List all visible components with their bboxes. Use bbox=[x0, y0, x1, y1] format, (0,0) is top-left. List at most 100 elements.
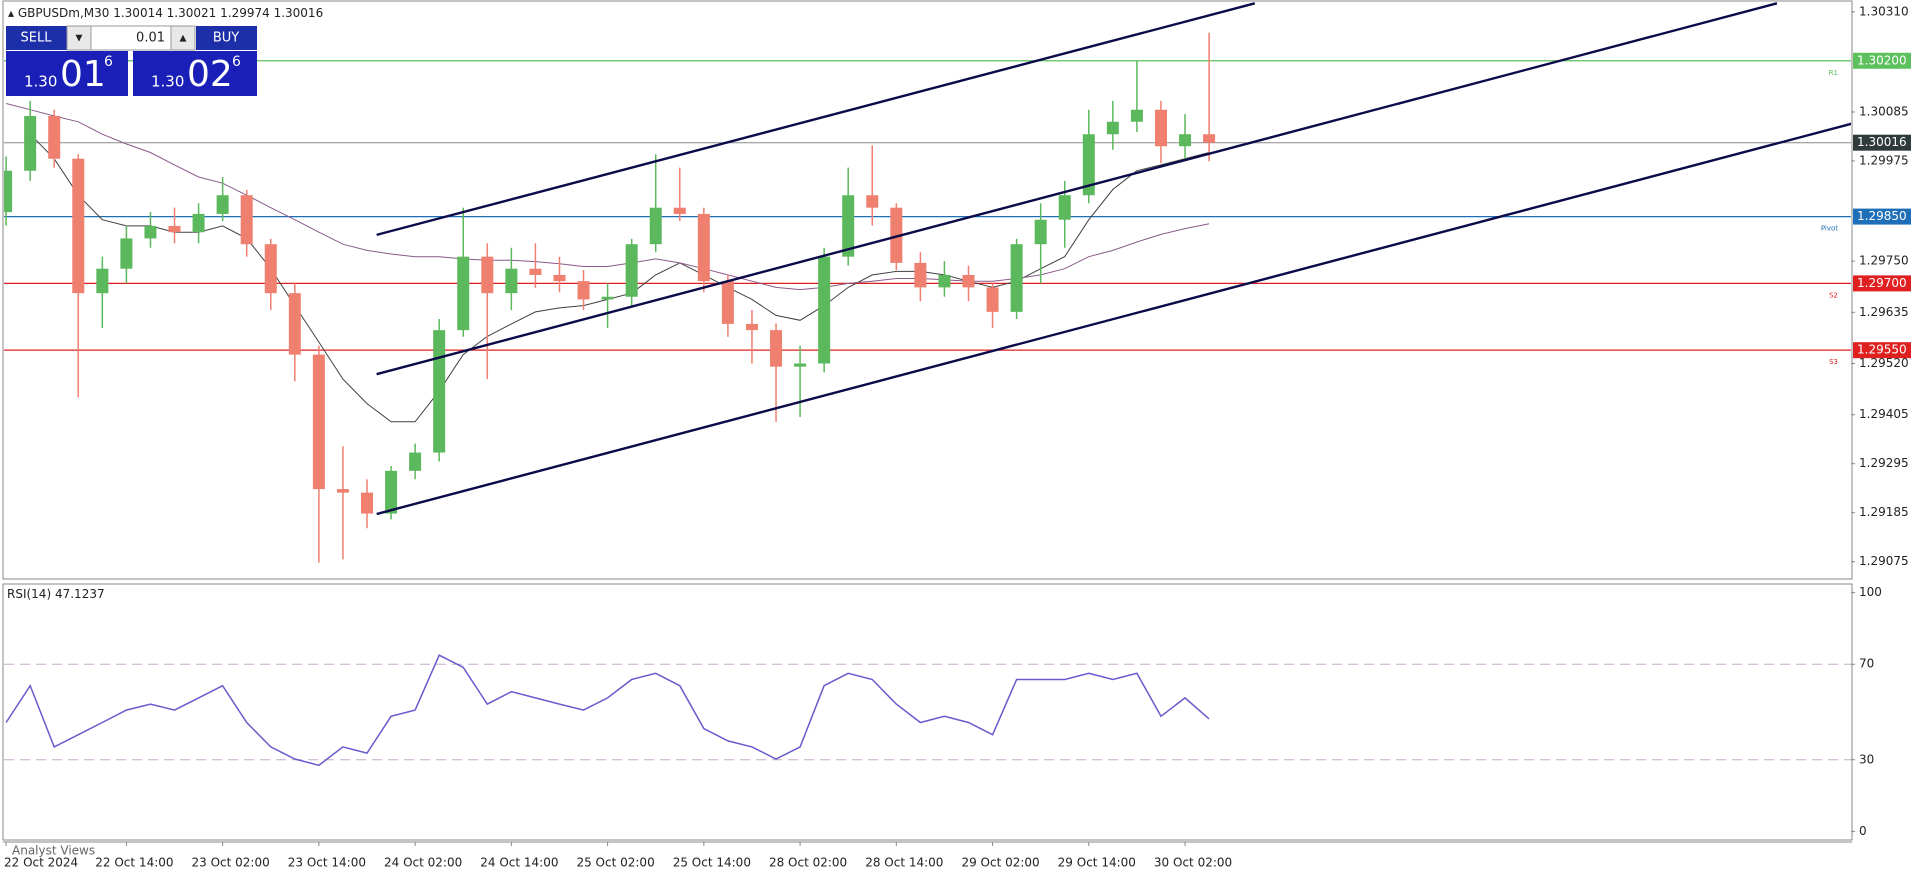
level-name: R1 bbox=[1829, 69, 1838, 77]
trendline bbox=[376, 2, 1778, 376]
rsi-title: RSI(14) bbox=[7, 587, 51, 601]
candle-body bbox=[409, 452, 422, 471]
candle-body bbox=[962, 274, 975, 288]
y-tick-label: 1.29075 bbox=[1859, 554, 1909, 568]
candle-body bbox=[192, 213, 205, 233]
x-tick-label: 23 Oct 02:00 bbox=[192, 856, 270, 870]
header-close: 1.30016 bbox=[274, 6, 324, 20]
candle-body bbox=[938, 274, 951, 288]
y-tick-label: 0 bbox=[1859, 824, 1867, 838]
candle-body bbox=[168, 225, 181, 233]
candle-body bbox=[1034, 219, 1047, 245]
lot-value[interactable]: 0.01 bbox=[136, 31, 165, 46]
sell-label[interactable]: SELL bbox=[21, 31, 53, 46]
candle-body bbox=[1130, 109, 1143, 122]
candle-body bbox=[120, 238, 133, 269]
buy-price-box[interactable] bbox=[133, 51, 257, 96]
level-label: 1.29700 bbox=[1857, 276, 1907, 290]
y-tick-label: 30 bbox=[1859, 752, 1874, 766]
moving-average bbox=[29, 133, 1210, 423]
candle-body bbox=[986, 287, 999, 312]
candle-body bbox=[288, 293, 301, 355]
candle-body bbox=[1203, 134, 1216, 143]
rsi-panel bbox=[2, 583, 1853, 841]
candle-body bbox=[4, 170, 13, 213]
lot-up-arrow[interactable]: ▲ bbox=[180, 34, 187, 44]
level-label: 1.29850 bbox=[1857, 209, 1907, 223]
rsi-header: RSI(14) 47.1237 bbox=[7, 587, 105, 601]
sell-price-box[interactable] bbox=[6, 51, 128, 96]
lot-down-arrow[interactable]: ▼ bbox=[76, 34, 83, 44]
buy-label[interactable]: BUY bbox=[213, 31, 239, 46]
level-name: Pivot bbox=[1821, 225, 1838, 233]
candle-body bbox=[529, 268, 542, 275]
candle-body bbox=[457, 256, 470, 331]
candle-body bbox=[721, 281, 734, 324]
candle-body bbox=[96, 268, 109, 294]
x-tick-label: 30 Oct 02:00 bbox=[1154, 856, 1232, 870]
candle-body bbox=[697, 213, 710, 282]
buy-price-pips[interactable]: 02 bbox=[187, 54, 233, 95]
level-name: S2 bbox=[1829, 291, 1838, 299]
x-tick-label: 25 Oct 02:00 bbox=[576, 856, 654, 870]
rsi-last: 47.1237 bbox=[55, 587, 105, 601]
y-tick-label: 1.29405 bbox=[1859, 407, 1909, 421]
candle-body bbox=[505, 268, 518, 294]
candle-body bbox=[385, 470, 398, 514]
candle-body bbox=[240, 195, 253, 245]
level-pill bbox=[1853, 52, 1911, 69]
candle-body bbox=[312, 354, 325, 490]
price-panel bbox=[2, 0, 1853, 580]
candle-body bbox=[336, 489, 349, 493]
candle-body bbox=[24, 115, 37, 171]
sell-price-major[interactable]: 1.30 bbox=[24, 73, 57, 91]
candle-body bbox=[577, 281, 590, 300]
symbol: GBPUSDm,M30 bbox=[18, 6, 110, 20]
level-pill bbox=[1853, 275, 1911, 292]
y-tick-label: 1.29520 bbox=[1859, 356, 1909, 370]
sell-button[interactable] bbox=[6, 26, 67, 50]
candle-body bbox=[794, 363, 807, 367]
candle-body bbox=[144, 225, 157, 239]
buy-price-major[interactable]: 1.30 bbox=[151, 73, 184, 91]
candle-body bbox=[866, 195, 879, 208]
buy-price-fraction[interactable]: 6 bbox=[232, 54, 241, 70]
x-tick-label: 29 Oct 14:00 bbox=[1058, 856, 1136, 870]
footer-tab[interactable]: Analyst Views bbox=[12, 844, 95, 858]
candle-body bbox=[264, 244, 277, 294]
candle-body bbox=[1058, 195, 1071, 220]
level-pill bbox=[1853, 342, 1911, 359]
lot-up[interactable] bbox=[170, 25, 196, 51]
candle-body bbox=[1179, 134, 1192, 147]
candle-body bbox=[601, 296, 614, 300]
candle-body bbox=[890, 207, 903, 263]
chart-header: ▴ GBPUSDm,M30 1.30014 1.30021 1.29974 1.… bbox=[8, 6, 323, 20]
trendline bbox=[376, 122, 1851, 516]
trendline bbox=[376, 2, 1256, 237]
candle-body bbox=[842, 195, 855, 257]
axes: 1.30310 1.30085 1.29975 1.29750 1.29635 1.295… bbox=[4, 4, 1911, 870]
candle-body bbox=[649, 207, 662, 245]
candle-body bbox=[914, 262, 927, 288]
candle-body bbox=[1010, 244, 1023, 312]
x-tick-label: 25 Oct 14:00 bbox=[673, 856, 751, 870]
candle-body bbox=[361, 492, 373, 514]
buy-button[interactable] bbox=[196, 26, 257, 50]
candle-body bbox=[481, 256, 494, 294]
candle-body bbox=[216, 195, 229, 214]
level-label: 1.29550 bbox=[1857, 343, 1907, 357]
candle-body bbox=[1082, 134, 1095, 196]
sell-price-fraction[interactable]: 6 bbox=[104, 54, 113, 70]
sell-price-pips[interactable]: 01 bbox=[60, 54, 106, 95]
candle-body bbox=[745, 323, 758, 331]
candle-body bbox=[818, 256, 831, 364]
moving-average bbox=[5, 103, 1210, 291]
header-open: 1.30014 bbox=[113, 6, 163, 20]
current-price-pill bbox=[1853, 134, 1911, 151]
y-tick-label: 100 bbox=[1859, 585, 1882, 599]
candle-body bbox=[48, 115, 61, 159]
x-tick-label: 22 Oct 14:00 bbox=[95, 856, 173, 870]
lot-field[interactable] bbox=[90, 25, 172, 51]
candle-body bbox=[553, 274, 566, 282]
